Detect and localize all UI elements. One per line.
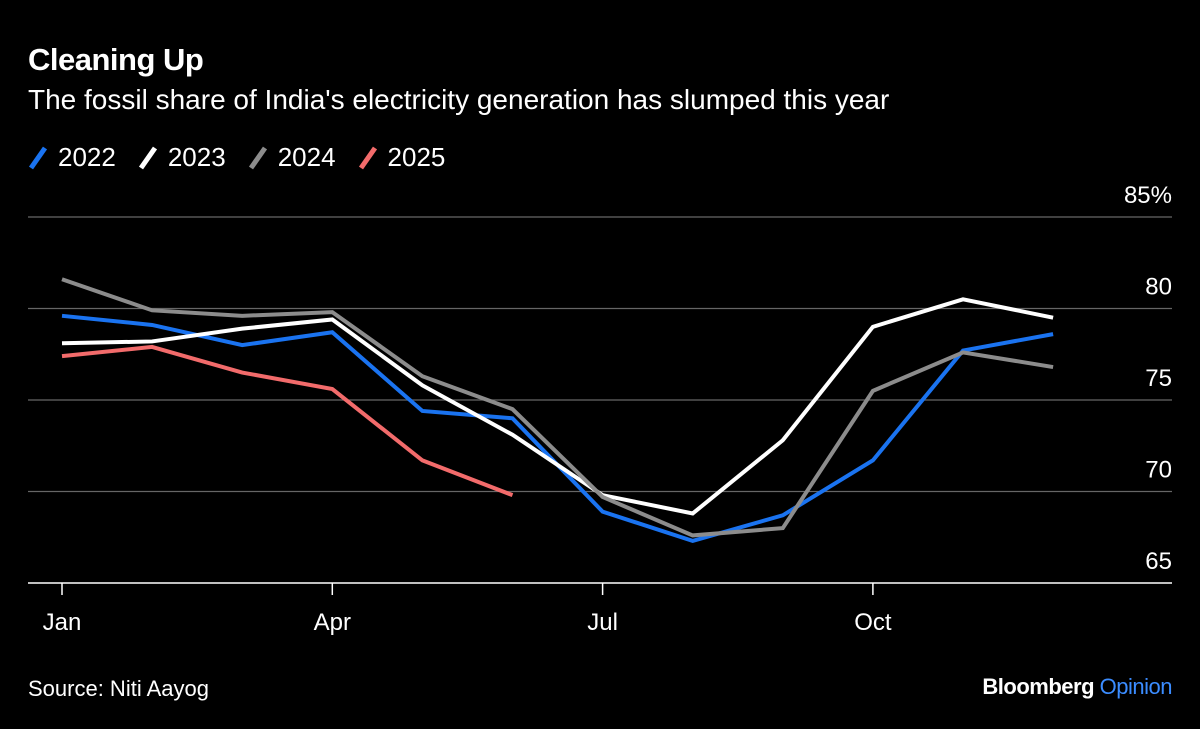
brand-logo: Bloomberg Opinion: [982, 674, 1172, 700]
legend-label: 2023: [167, 142, 226, 172]
legend-swatch: [28, 146, 48, 169]
series-line-2023: [61, 297, 1054, 516]
y-tick-label: 65: [1145, 548, 1172, 575]
series-line-2022: [61, 313, 1054, 544]
legend-label: 2025: [387, 142, 446, 172]
brand-accent: Opinion: [1099, 674, 1173, 699]
source-note: Source: Niti Aayog: [28, 676, 209, 701]
legend-label: 2024: [277, 142, 336, 172]
x-tick-label: Apr: [314, 609, 351, 636]
legend-swatch: [358, 146, 377, 169]
y-tick-label: 75: [1145, 365, 1172, 392]
x-tick-label: Jan: [43, 609, 82, 636]
legend-swatch: [138, 146, 157, 169]
series-line-2025: [61, 344, 514, 498]
x-tick-label: Oct: [854, 609, 892, 636]
legend: 2022 2023 2024 2025: [28, 142, 445, 173]
series-line-2024: [61, 277, 1054, 538]
y-tick-label: 70: [1145, 457, 1172, 484]
legend-label: 2022: [58, 142, 116, 172]
brand-main: Bloomberg: [982, 674, 1095, 699]
legend-item-2022: 2022: [28, 142, 116, 173]
legend-swatch: [248, 146, 267, 169]
legend-item-2023: 2023: [138, 142, 226, 173]
chart-title: Cleaning Up: [28, 42, 204, 77]
y-tick-label: 85%: [1124, 182, 1172, 209]
legend-item-2025: 2025: [358, 142, 446, 173]
y-tick-label: 80: [1145, 274, 1172, 301]
legend-item-2024: 2024: [248, 142, 336, 173]
x-tick-label: Jul: [587, 609, 618, 636]
chart-subtitle: The fossil share of India's electricity …: [28, 84, 890, 115]
